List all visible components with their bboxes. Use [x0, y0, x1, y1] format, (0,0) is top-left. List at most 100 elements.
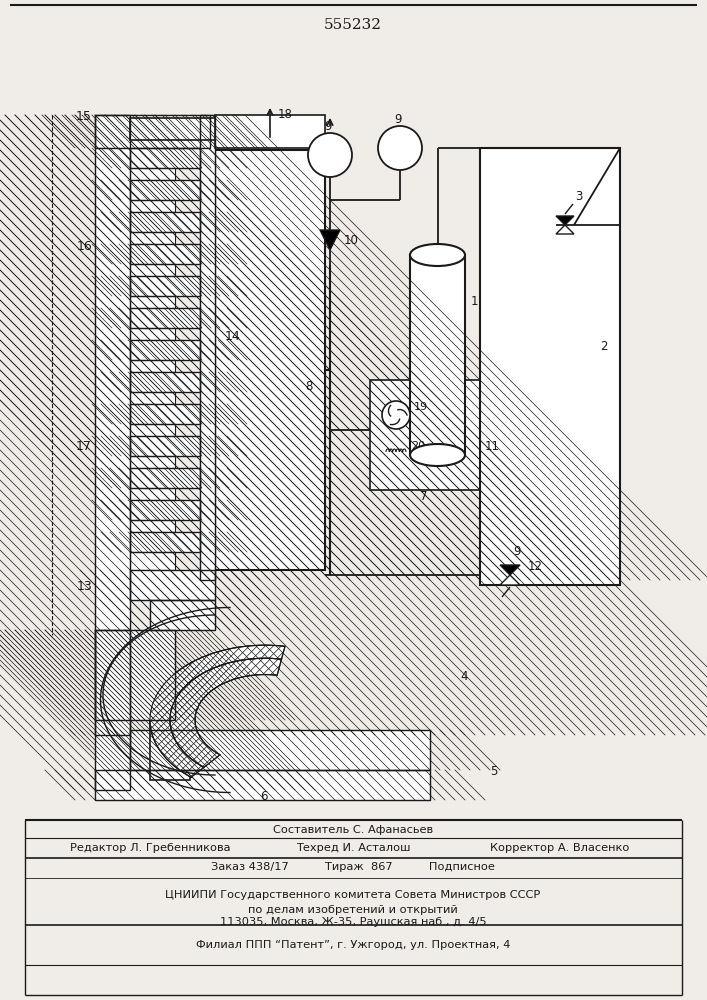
- Bar: [130, 532, 200, 552]
- Bar: [130, 200, 175, 212]
- Bar: [95, 115, 210, 148]
- Text: 4: 4: [460, 670, 467, 683]
- Text: Заказ 438/17          Тираж  867          Подписное: Заказ 438/17 Тираж 867 Подписное: [211, 862, 495, 872]
- Bar: [200, 115, 215, 580]
- Bar: [130, 456, 175, 468]
- Bar: [130, 180, 200, 200]
- Text: Составитель С. Афанасьев: Составитель С. Афанасьев: [273, 825, 433, 835]
- Bar: [130, 276, 200, 296]
- Bar: [130, 500, 200, 520]
- Bar: [130, 570, 215, 600]
- Bar: [95, 770, 430, 800]
- Text: 1: 1: [471, 295, 479, 308]
- Bar: [130, 148, 200, 168]
- Text: 17: 17: [76, 440, 92, 453]
- Bar: [130, 372, 200, 392]
- Bar: [130, 212, 200, 232]
- Bar: [130, 118, 215, 140]
- Bar: [130, 500, 200, 520]
- Text: 9: 9: [394, 113, 402, 126]
- Bar: [130, 372, 200, 392]
- Bar: [150, 600, 215, 630]
- Bar: [480, 148, 620, 585]
- Text: 14: 14: [225, 330, 241, 343]
- Bar: [130, 296, 175, 308]
- Bar: [215, 115, 325, 148]
- Ellipse shape: [410, 444, 465, 466]
- Bar: [130, 212, 200, 232]
- Bar: [130, 244, 200, 264]
- Bar: [130, 276, 200, 296]
- Bar: [215, 150, 325, 570]
- Text: по делам изобретений и открытий: по делам изобретений и открытий: [248, 905, 458, 915]
- Bar: [130, 340, 200, 360]
- Bar: [130, 436, 200, 456]
- Text: 6: 6: [260, 790, 267, 803]
- Bar: [95, 630, 130, 790]
- Bar: [130, 520, 175, 532]
- Text: 8: 8: [305, 380, 312, 393]
- Bar: [150, 720, 190, 780]
- Bar: [130, 570, 215, 600]
- Bar: [130, 468, 200, 488]
- Text: 555232: 555232: [324, 18, 382, 32]
- Text: 15: 15: [76, 110, 92, 123]
- Text: 9: 9: [513, 545, 520, 558]
- Text: 20: 20: [411, 441, 425, 451]
- Bar: [130, 232, 175, 244]
- Bar: [130, 360, 175, 372]
- Bar: [130, 148, 200, 168]
- Bar: [130, 552, 175, 570]
- Bar: [130, 488, 175, 500]
- Text: 7: 7: [420, 490, 428, 503]
- Ellipse shape: [410, 244, 465, 266]
- Bar: [130, 392, 175, 404]
- Text: 11: 11: [485, 440, 500, 453]
- Bar: [95, 115, 130, 735]
- Text: 2: 2: [600, 340, 607, 353]
- Text: 3: 3: [575, 190, 583, 203]
- Polygon shape: [500, 565, 520, 575]
- Text: 5: 5: [490, 765, 498, 778]
- Bar: [95, 630, 175, 720]
- Bar: [130, 404, 200, 424]
- Bar: [130, 244, 200, 264]
- PathPatch shape: [150, 645, 285, 777]
- Bar: [130, 730, 430, 770]
- Bar: [370, 380, 500, 490]
- Bar: [410, 255, 465, 455]
- Bar: [130, 264, 175, 276]
- Bar: [130, 424, 175, 436]
- Bar: [130, 532, 200, 552]
- Text: Филиал ППП “Патент”, г. Ужгород, ул. Проектная, 4: Филиал ППП “Патент”, г. Ужгород, ул. Про…: [196, 940, 510, 950]
- Text: 9: 9: [324, 120, 332, 133]
- Text: Техред И. Асталош: Техред И. Асталош: [296, 843, 410, 853]
- Bar: [130, 168, 175, 180]
- Bar: [130, 328, 175, 340]
- Bar: [150, 600, 215, 630]
- Bar: [95, 770, 430, 800]
- Polygon shape: [500, 575, 520, 585]
- Circle shape: [378, 126, 422, 170]
- PathPatch shape: [170, 658, 281, 767]
- Bar: [130, 468, 200, 488]
- Polygon shape: [556, 216, 574, 225]
- Bar: [130, 730, 430, 770]
- Text: 10: 10: [344, 233, 359, 246]
- Text: 16: 16: [76, 240, 92, 253]
- Text: 18: 18: [278, 108, 293, 121]
- Polygon shape: [320, 230, 340, 250]
- Bar: [130, 404, 200, 424]
- Bar: [130, 308, 200, 328]
- Circle shape: [382, 401, 410, 429]
- Bar: [130, 180, 200, 200]
- Text: 19: 19: [414, 402, 428, 412]
- Text: Редактор Л. Гребенникова: Редактор Л. Гребенникова: [70, 843, 230, 853]
- Text: 113035, Москва, Ж-35, Раушская наб., д. 4/5: 113035, Москва, Ж-35, Раушская наб., д. …: [220, 917, 486, 927]
- Text: ЦНИИПИ Государственного комитета Совета Министров СССР: ЦНИИПИ Государственного комитета Совета …: [165, 890, 541, 900]
- Text: 13: 13: [76, 580, 92, 593]
- Bar: [95, 115, 210, 148]
- Bar: [130, 308, 200, 328]
- Text: 12: 12: [528, 560, 543, 573]
- Bar: [95, 630, 175, 720]
